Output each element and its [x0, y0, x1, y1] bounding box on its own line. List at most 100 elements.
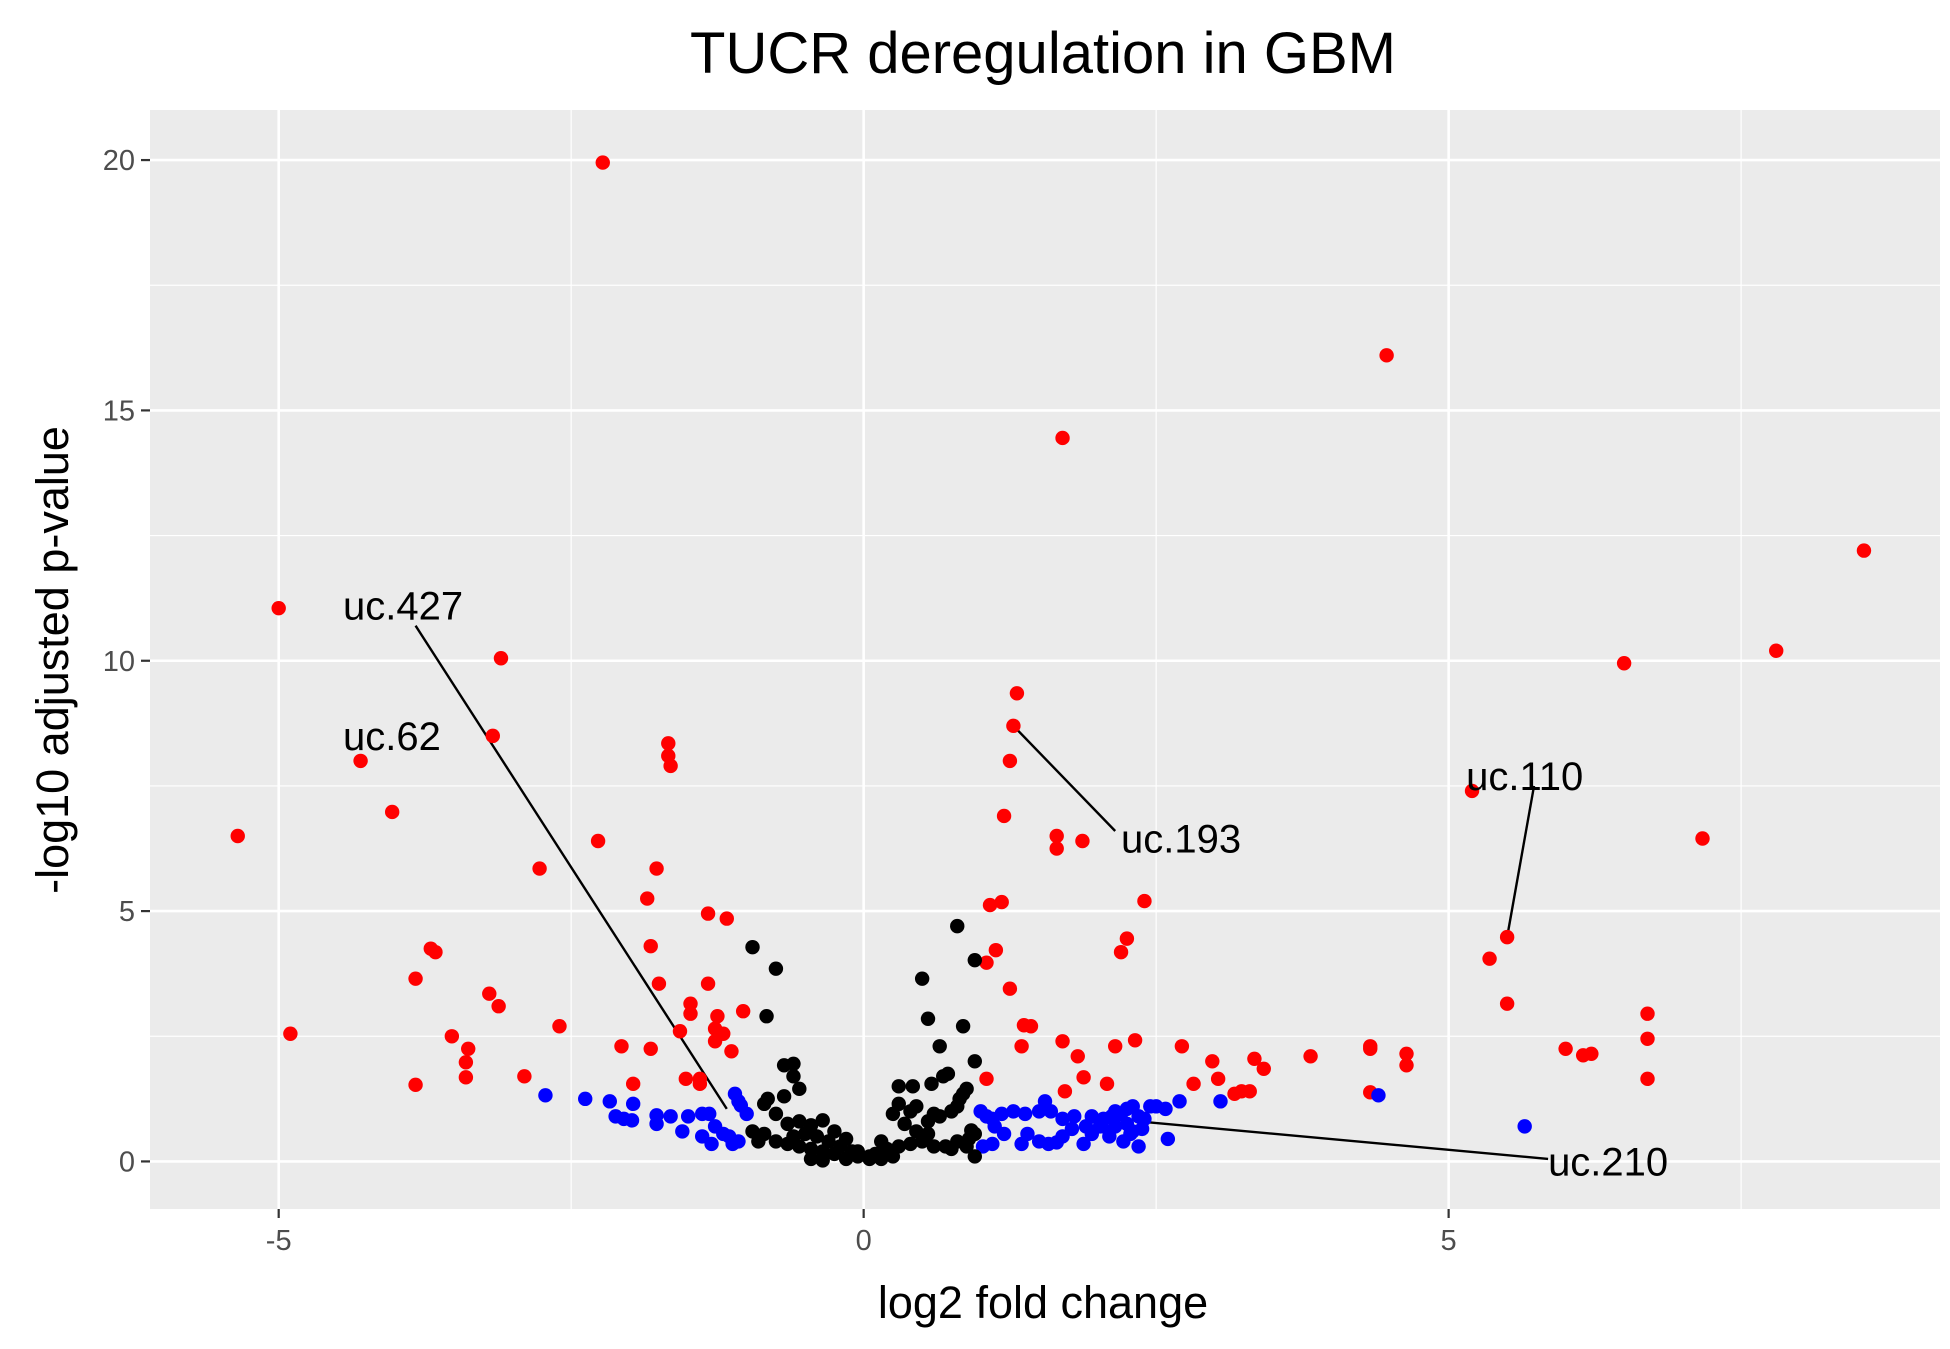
data-point	[710, 1009, 725, 1024]
data-point	[809, 1129, 825, 1144]
data-point	[1247, 1051, 1262, 1066]
data-point	[924, 1076, 939, 1092]
data-point	[768, 1106, 784, 1122]
data-point	[885, 1149, 901, 1164]
data-point	[1464, 783, 1480, 799]
data-point	[985, 1136, 1000, 1152]
data-point	[735, 1004, 751, 1019]
data-point	[1020, 1126, 1035, 1142]
data-point	[1517, 1119, 1532, 1134]
data-point	[967, 1054, 983, 1069]
data-point	[1242, 1084, 1257, 1099]
data-point	[1125, 1124, 1140, 1139]
data-point	[625, 1076, 641, 1092]
data-point	[759, 1009, 774, 1024]
data-point	[891, 1079, 906, 1094]
annotation-label: uc.427	[343, 585, 463, 629]
data-point	[271, 600, 286, 616]
data-point	[920, 1114, 936, 1129]
data-point	[950, 918, 965, 934]
data-point	[739, 1106, 754, 1122]
data-point	[643, 938, 658, 954]
annotation-label: uc.62	[343, 715, 441, 759]
data-point	[1002, 753, 1018, 769]
data-point	[461, 1041, 476, 1056]
data-point	[964, 1123, 979, 1138]
data-point	[768, 1134, 784, 1149]
data-point	[683, 1006, 698, 1021]
data-point	[897, 1116, 912, 1132]
data-point	[663, 1109, 678, 1124]
x-tick-label: -5	[266, 1225, 292, 1257]
data-point	[1067, 1109, 1082, 1124]
data-point	[700, 976, 716, 991]
data-point	[905, 1079, 920, 1094]
data-point	[1616, 656, 1632, 671]
data-point	[651, 976, 667, 991]
data-point	[283, 1026, 298, 1041]
x-tick-label: 5	[1441, 1225, 1457, 1257]
data-point	[815, 1153, 830, 1168]
data-point	[1002, 981, 1018, 996]
data-point	[482, 986, 497, 1001]
data-point	[1695, 831, 1710, 846]
data-point	[757, 1096, 772, 1112]
data-point	[1210, 1071, 1226, 1087]
data-point	[745, 939, 760, 955]
annotation-label: uc.210	[1548, 1140, 1668, 1184]
data-point	[1856, 543, 1872, 558]
data-point	[1119, 931, 1135, 946]
data-point	[517, 1069, 532, 1084]
data-point	[1213, 1094, 1228, 1109]
data-point	[838, 1151, 854, 1167]
data-point	[959, 1139, 974, 1154]
data-point	[649, 1116, 664, 1132]
data-point	[1558, 1041, 1573, 1056]
data-point	[914, 971, 930, 986]
data-point	[926, 1139, 942, 1154]
data-point	[458, 1070, 474, 1085]
data-point	[1107, 1039, 1123, 1054]
data-point	[672, 1024, 688, 1039]
data-point	[932, 1039, 947, 1054]
data-point	[792, 1139, 807, 1154]
data-point	[724, 1044, 739, 1059]
data-point	[1009, 686, 1025, 701]
data-point	[1014, 1039, 1029, 1054]
data-point	[776, 1058, 792, 1073]
data-point	[602, 1094, 617, 1109]
data-point	[874, 1134, 889, 1149]
data-point	[353, 753, 368, 769]
data-point	[797, 1126, 813, 1142]
data-point	[776, 1089, 792, 1104]
data-point	[590, 833, 606, 849]
data-point	[640, 891, 655, 906]
data-point	[780, 1116, 795, 1132]
data-point	[1499, 996, 1515, 1011]
data-point	[885, 1106, 901, 1122]
data-point	[850, 1144, 866, 1159]
data-point	[1084, 1109, 1099, 1124]
data-point	[1055, 1034, 1070, 1049]
data-point	[408, 971, 423, 986]
data-point	[1064, 1121, 1080, 1137]
data-point	[996, 808, 1012, 824]
data-point	[624, 1113, 640, 1128]
data-point	[552, 1019, 567, 1034]
data-point	[485, 728, 500, 744]
data-point	[903, 1104, 918, 1119]
data-point	[1075, 833, 1090, 849]
y-tick-label: 15	[103, 395, 135, 427]
data-point	[874, 1151, 889, 1167]
annotation-leader-line	[1138, 1120, 1549, 1161]
data-point	[663, 758, 678, 774]
data-point	[955, 1019, 971, 1034]
data-point	[725, 1136, 740, 1152]
data-point	[1049, 828, 1064, 844]
data-point	[1303, 1049, 1318, 1064]
data-point	[982, 897, 998, 913]
data-point	[692, 1071, 708, 1087]
annotation-label: uc.193	[1121, 817, 1241, 861]
data-point	[1076, 1136, 1091, 1152]
y-tick-label: 20	[103, 145, 135, 177]
